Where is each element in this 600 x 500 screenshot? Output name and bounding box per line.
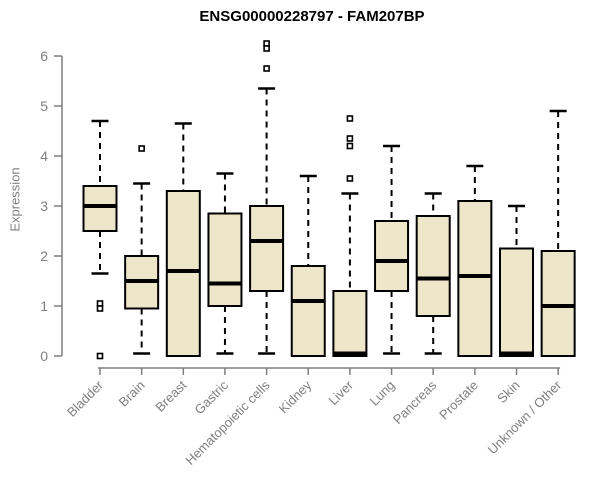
x-tick-label-brain: Brain <box>116 378 148 410</box>
outlier-point <box>96 352 104 360</box>
chart-title: ENSG00000228797 - FAM207BP <box>199 8 425 25</box>
y-tick-label: 1 <box>40 298 48 314</box>
box-rect <box>374 220 410 292</box>
box-rect <box>207 212 243 307</box>
outlier-point <box>346 175 354 182</box>
outlier-point <box>96 305 104 312</box>
x-tick-label-pancreas: Pancreas <box>390 377 440 427</box>
x-tick-label-unknown-other: Unknown / Other <box>485 377 565 457</box>
y-tick-label: 4 <box>40 148 48 164</box>
box-rect <box>540 250 576 357</box>
axes <box>54 55 561 375</box>
box-rect <box>499 247 534 357</box>
x-tick-label-breast: Breast <box>152 377 189 414</box>
outlier-point <box>346 115 354 122</box>
outlier-point <box>263 45 270 52</box>
boxplot-breast <box>165 122 201 357</box>
box-rect <box>457 200 493 357</box>
boxplot-prostate <box>457 164 493 357</box>
boxplot-gastric <box>207 172 243 355</box>
y-tick-label: 5 <box>40 98 48 114</box>
outlier-point <box>346 135 354 142</box>
x-tick-label-prostate: Prostate <box>436 378 481 423</box>
box-rect <box>165 190 201 357</box>
y-tick-label: 6 <box>40 48 48 64</box>
y-tick-label: 2 <box>40 248 48 264</box>
box-rect <box>290 265 326 357</box>
boxplot-pancreas <box>415 192 451 355</box>
x-tick-label-kidney: Kidney <box>276 377 315 416</box>
outlier-point <box>263 65 270 72</box>
x-tick-label-lung: Lung <box>367 378 398 409</box>
boxplot-lung <box>374 144 410 355</box>
x-tick-label-skin: Skin <box>494 378 522 406</box>
boxplot-bladder <box>82 119 118 360</box>
x-tick-label-gastric: Gastric <box>191 377 231 417</box>
boxplot-unknown-other <box>540 109 576 357</box>
y-tick-labels: 0 1 2 3 4 5 6 <box>40 48 48 364</box>
x-tick-label-liver: Liver <box>325 377 356 408</box>
box-rect <box>332 290 368 357</box>
x-tick-label-bladder: Bladder <box>64 377 107 420</box>
boxplot-kidney <box>290 174 326 357</box>
box-rect <box>415 215 451 317</box>
boxplot-liver <box>332 115 368 357</box>
boxplot-brain <box>124 145 160 355</box>
outlier-point <box>138 145 145 152</box>
boxplot-hematopoietic-cells <box>249 40 285 355</box>
y-tick-label: 3 <box>40 198 48 214</box>
outlier-point <box>346 142 354 150</box>
boxplot-skin <box>499 204 534 357</box>
y-tick-label: 0 <box>40 348 48 364</box>
box-rect <box>249 205 285 292</box>
box-rect <box>82 185 118 232</box>
